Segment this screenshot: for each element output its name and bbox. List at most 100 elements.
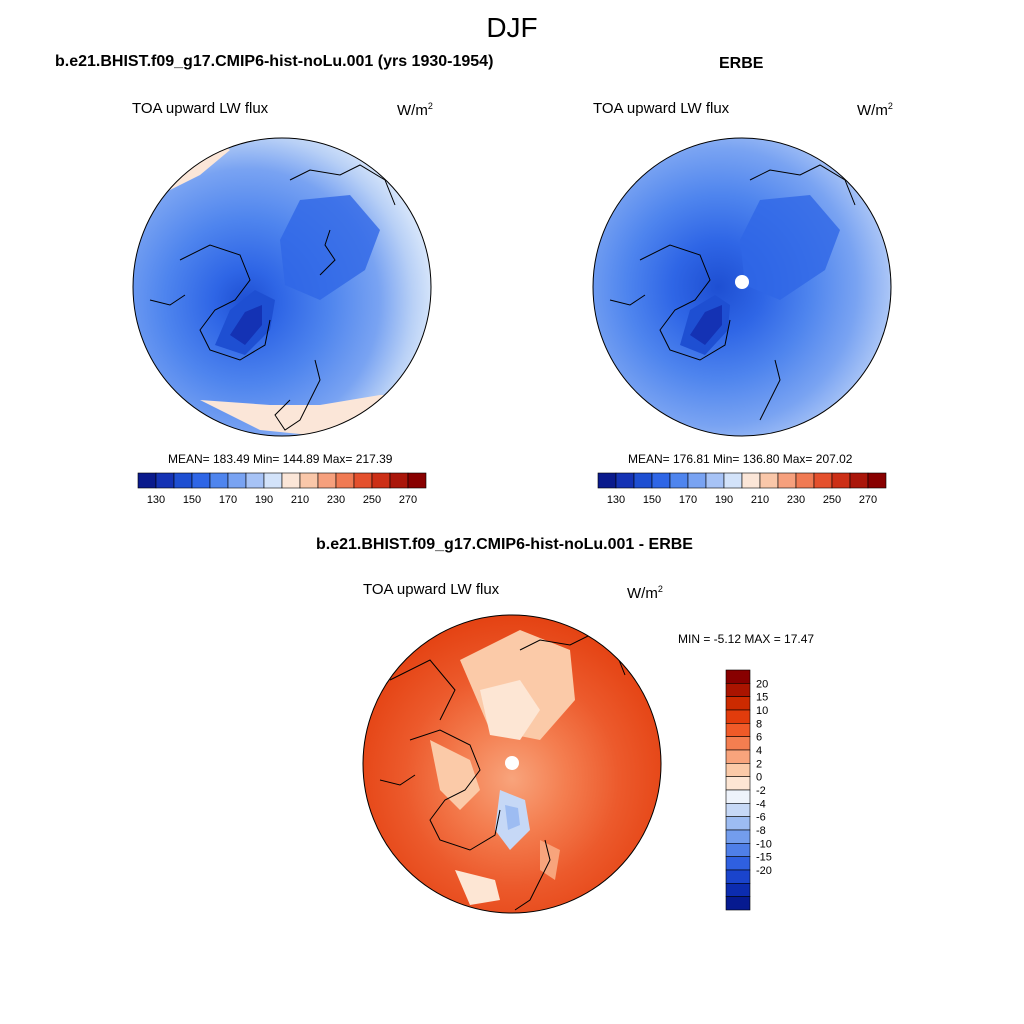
- colorbar-swatch: [615, 472, 635, 489]
- colorbar-swatch: [725, 736, 751, 751]
- colorbar-swatch: [725, 763, 751, 777]
- colorbar-swatch: [831, 472, 851, 489]
- colorbar-swatch: [227, 472, 247, 489]
- panel-title-model: b.e21.BHIST.f09_g17.CMIP6-hist-noLu.001 …: [55, 53, 494, 70]
- colorbar-swatch: [317, 472, 337, 489]
- polar-map-model: [132, 137, 432, 437]
- colorbar-tick-label: 190: [255, 494, 273, 506]
- colorbar-swatch: [867, 472, 887, 489]
- colorbar-swatch: [725, 696, 751, 711]
- polar-map-diff: [362, 614, 662, 914]
- colorbar-swatch: [407, 472, 427, 489]
- colorbar-swatch: [633, 472, 653, 489]
- colorbar-swatch: [155, 472, 175, 489]
- colorbar-tick-label: 170: [219, 494, 237, 506]
- colorbar-swatch: [725, 883, 751, 897]
- colorbar-swatch: [759, 472, 779, 489]
- panel-title-diff: b.e21.BHIST.f09_g17.CMIP6-hist-noLu.001 …: [316, 536, 693, 553]
- colorbar-swatch: [725, 803, 751, 817]
- colorbar-swatch: [371, 472, 391, 489]
- colorbar-swatch: [335, 472, 355, 489]
- colorbar-swatch: [597, 472, 617, 489]
- colorbar-tick-label: 150: [183, 494, 201, 506]
- colorbar-tick-label: 250: [363, 494, 381, 506]
- colorbar-tick-label: -8: [756, 825, 766, 837]
- colorbar-tick-label: 130: [607, 494, 625, 506]
- colorbar-tick-label: 15: [756, 692, 768, 704]
- colorbar-swatch: [173, 472, 193, 489]
- colorbar-swatch: [725, 856, 751, 871]
- colorbar-tick-label: 4: [756, 745, 762, 757]
- colorbar-swatch: [687, 472, 707, 489]
- colorbar-obs: 130 150 170 190 210 230 250 270: [597, 472, 887, 506]
- colorbar-swatch: [725, 749, 751, 764]
- pole-mask-diff: [505, 756, 519, 770]
- colorbar-swatch: [191, 472, 211, 489]
- colorbar-tick-label: 130: [147, 494, 165, 506]
- units-label-model: W/m2: [397, 101, 433, 119]
- colorbar-swatch: [723, 472, 743, 489]
- colorbar-tick-label: 270: [399, 494, 417, 506]
- colorbar-swatch: [137, 472, 157, 489]
- colorbar-swatch: [353, 472, 373, 489]
- colorbar-tick-label: 190: [715, 494, 733, 506]
- colorbar-swatch: [669, 472, 689, 489]
- variable-label-diff: TOA upward LW flux: [363, 581, 500, 598]
- variable-label-model: TOA upward LW flux: [132, 100, 269, 117]
- colorbar-swatch: [725, 669, 751, 684]
- colorbar-tick-label: 210: [751, 494, 769, 506]
- units-label-obs: W/m2: [857, 101, 893, 119]
- colorbar-swatch: [795, 472, 815, 489]
- colorbar-swatch: [209, 472, 229, 489]
- units-label-diff: W/m2: [627, 584, 663, 602]
- main-title: DJF: [486, 12, 538, 43]
- colorbar-swatch: [725, 896, 751, 911]
- stats-obs: MEAN= 176.81 Min= 136.80 Max= 207.02: [628, 452, 853, 466]
- colorbar-tick-label: 230: [327, 494, 345, 506]
- colorbar-swatch: [299, 472, 319, 489]
- colorbar-tick-label: 270: [859, 494, 877, 506]
- colorbar-tick-label: -2: [756, 785, 766, 797]
- colorbar-tick-label: 2: [756, 758, 762, 770]
- colorbar-swatch: [651, 472, 671, 489]
- colorbar-model: 130 150 170 190 210 230 250 270: [137, 472, 427, 506]
- colorbar-tick-label: 6: [756, 732, 762, 744]
- colorbar-swatch: [725, 683, 751, 697]
- colorbar-tick-label: 20: [756, 678, 768, 690]
- colorbar-swatch: [813, 472, 833, 489]
- panel-title-obs: ERBE: [719, 55, 764, 72]
- colorbar-tick-label: 230: [787, 494, 805, 506]
- stats-diff: MIN = -5.12 MAX = 17.47: [678, 632, 815, 646]
- colorbar-tick-label: -6: [756, 812, 766, 824]
- polar-map-obs: [592, 137, 892, 437]
- colorbar-swatch: [263, 472, 283, 489]
- colorbar-swatch: [725, 829, 751, 844]
- colorbar-swatch: [725, 843, 751, 857]
- colorbar-swatch: [725, 709, 751, 724]
- colorbar-tick-label: 210: [291, 494, 309, 506]
- colorbar-swatch: [281, 472, 301, 489]
- colorbar-swatch: [849, 472, 869, 489]
- colorbar-tick-label: 150: [643, 494, 661, 506]
- colorbar-swatch: [725, 869, 751, 884]
- colorbar-swatch: [725, 723, 751, 737]
- pole-mask-obs: [735, 275, 749, 289]
- colorbar-tick-label: -4: [756, 798, 766, 810]
- colorbar-swatch: [389, 472, 409, 489]
- colorbar-tick-label: 250: [823, 494, 841, 506]
- colorbar-tick-label: -10: [756, 838, 772, 850]
- colorbar-swatch: [725, 776, 751, 791]
- stats-model: MEAN= 183.49 Min= 144.89 Max= 217.39: [168, 452, 393, 466]
- colorbar-tick-label: 10: [756, 705, 768, 717]
- colorbar-swatch: [725, 816, 751, 831]
- colorbar-swatch: [777, 472, 797, 489]
- variable-label-obs: TOA upward LW flux: [593, 100, 730, 117]
- colorbar-tick-label: 170: [679, 494, 697, 506]
- colorbar-tick-label: -20: [756, 865, 772, 877]
- colorbar-swatch: [705, 472, 725, 489]
- colorbar-swatch: [245, 472, 265, 489]
- colorbar-tick-label: 8: [756, 718, 762, 730]
- colorbar-swatch: [725, 789, 751, 804]
